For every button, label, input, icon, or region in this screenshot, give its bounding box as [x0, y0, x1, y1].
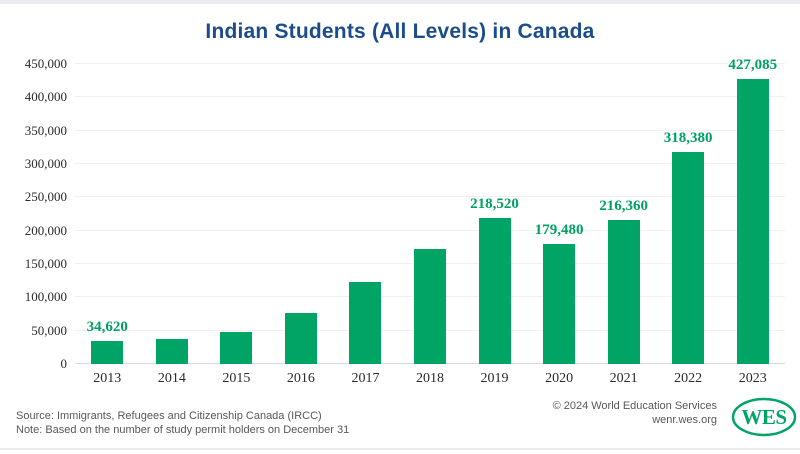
plot-area: 34,620 2013 2014 2015 2016 2017 2018 218,520 201…: [75, 57, 785, 386]
gridline: [75, 196, 785, 198]
x-tick-label: 2019: [480, 371, 509, 386]
bar-2014: [155, 339, 188, 364]
x-tick-label: 2020: [545, 371, 574, 386]
method-note: Note: Based on the number of study permi…: [16, 424, 350, 436]
y-axis: 0 50,000 100,000 150,000 200,000 250,000 300,0…: [0, 56, 67, 371]
bottom-border: [0, 448, 800, 450]
bar-2019: [478, 218, 511, 364]
y-tick-label: 250,000: [24, 189, 67, 205]
x-tick-label: 2022: [674, 371, 703, 386]
bar-2016: [284, 313, 317, 364]
chart-title: Indian Students (All Levels) in Canada: [205, 20, 595, 43]
x-tick-label: 2017: [351, 371, 380, 386]
y-tick-label: 300,000: [24, 156, 67, 171]
gridline: [75, 163, 785, 164]
gridline: [75, 129, 785, 131]
gridline: [75, 63, 785, 64]
top-border: [0, 0, 800, 4]
bar-value-label: 179,480: [534, 222, 584, 238]
bar-value-label: 427,085: [728, 57, 778, 73]
gridline: [75, 229, 785, 231]
x-tick-label: 2013: [93, 371, 122, 386]
y-tick-label: 200,000: [24, 222, 67, 238]
x-tick-label: 2018: [416, 371, 444, 386]
x-tick-label: 2014: [157, 371, 186, 386]
y-tick-label: 350,000: [24, 122, 67, 138]
bar-2018: [414, 249, 446, 364]
bar-2020: [543, 244, 576, 364]
bar-2023: [736, 79, 769, 364]
bar-2021: [607, 220, 640, 364]
credit-block: © 2024 World Education Services wenr.wes…: [553, 399, 717, 427]
bar-value-label: 216,360: [599, 198, 648, 214]
y-tick-label: 450,000: [24, 56, 67, 71]
footnotes: Source: Immigrants, Refugees and Citizen…: [16, 409, 349, 437]
y-tick-label: 50,000: [31, 322, 67, 338]
website-text: wenr.wes.org: [652, 414, 717, 426]
bar-2015: [220, 332, 253, 364]
gridline: [75, 96, 785, 98]
y-tick-label: 400,000: [24, 89, 67, 105]
y-tick-label: 0: [60, 356, 68, 371]
wes-logo-text: WES: [741, 405, 786, 429]
bar-value-label: 218,520: [470, 196, 519, 212]
copyright-text: © 2024 World Education Services: [552, 400, 717, 412]
x-tick-label: 2021: [609, 371, 638, 386]
bar-2013: [91, 341, 124, 364]
bar-value-label: 318,380: [663, 130, 713, 146]
source-note: Source: Immigrants, Refugees and Citizen…: [16, 410, 322, 422]
y-tick-label: 100,000: [24, 289, 67, 305]
x-tick-label: 2023: [738, 371, 767, 386]
bar-2022: [672, 152, 705, 364]
y-tick-label: 150,000: [24, 256, 67, 271]
bar-value-label: 34,620: [86, 319, 128, 335]
x-tick-label: 2015: [222, 371, 251, 386]
x-tick-label: 2016: [286, 371, 315, 386]
wes-logo: WES: [731, 397, 797, 437]
bar-2017: [349, 282, 382, 364]
wes-logo-ellipse: [731, 397, 797, 437]
